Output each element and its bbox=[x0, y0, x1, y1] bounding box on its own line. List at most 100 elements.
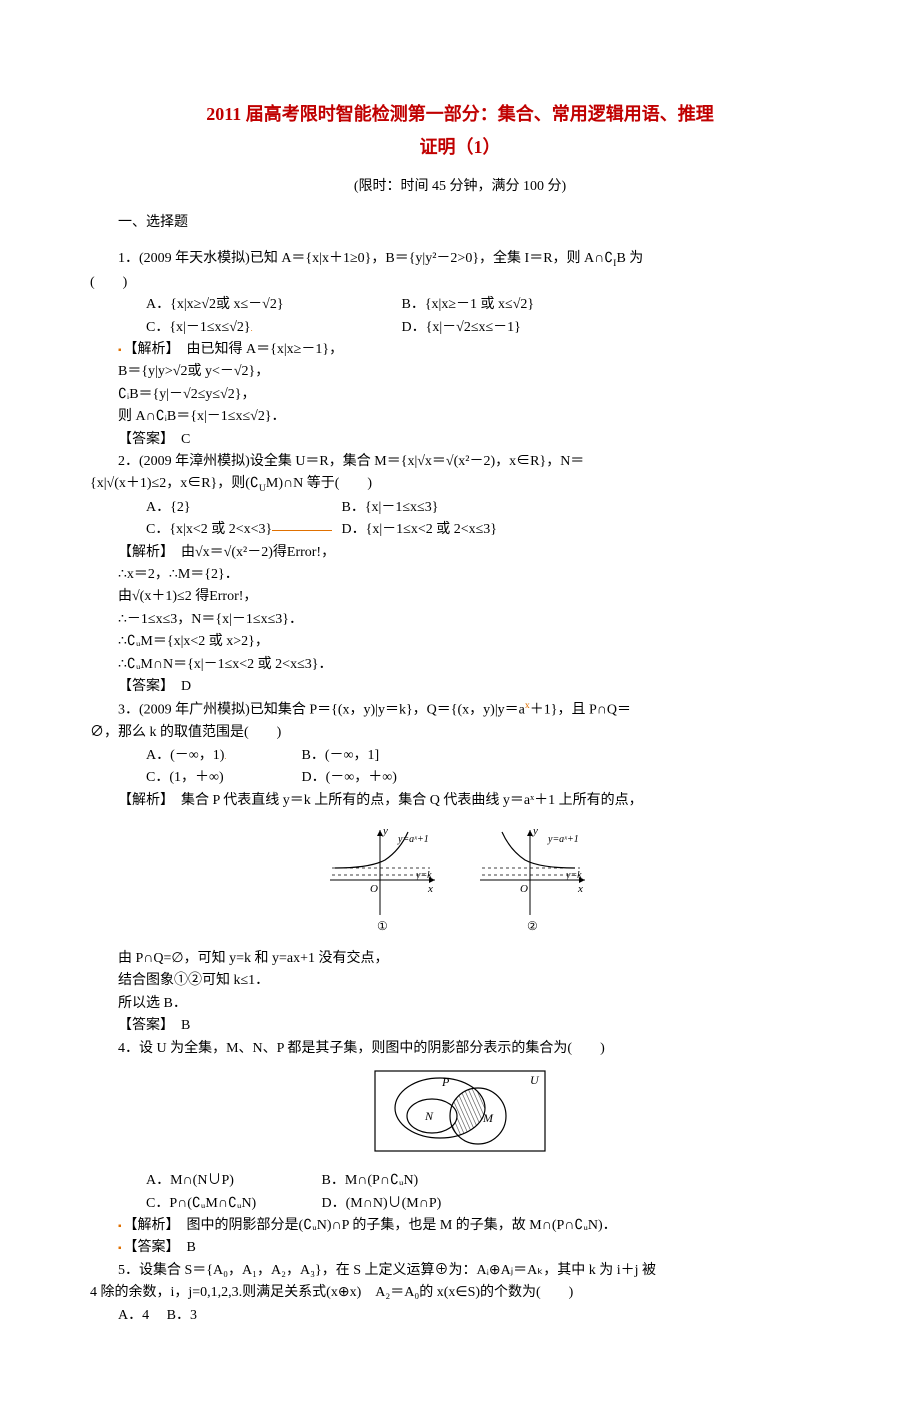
title-line-2: 证明（1） bbox=[90, 133, 830, 162]
section-1-heading: 一、选择题 bbox=[90, 212, 830, 234]
orange-dot-icon: ▪ bbox=[118, 1221, 122, 1232]
q3-opt-b: B．(－∞，1] bbox=[302, 748, 380, 763]
orange-dot-icon: . bbox=[224, 752, 226, 761]
q4-options-row2: C．P∩(∁ᵤM∩∁ᵤN) D．(M∩N)∪(M∩P) bbox=[90, 1193, 830, 1215]
q2-expl-text-1: 由√x＝√(x²－2)得Error!， bbox=[167, 545, 335, 560]
q3-graphs-svg: yxOy=aˣ+1y=k①yxOy=aˣ+1y=k② bbox=[305, 820, 615, 940]
q3-ans-text: B bbox=[167, 1018, 190, 1033]
q3-stem-line1: 3．(2009 年广州模拟)已知集合 P＝{(x，y)|y＝k}，Q＝{(x，y… bbox=[90, 698, 830, 722]
q2-ans-text: D bbox=[167, 679, 191, 694]
q4-opt-d: D．(M∩N)∪(M∩P) bbox=[322, 1196, 442, 1211]
q2-options-row1: A．{2} B．{x|－1≤x≤3} bbox=[90, 497, 830, 519]
q1-options-row1: A．{x|x≥√2或 x≤－√2} B．{x|x≥－1 或 x≤√2} bbox=[90, 294, 830, 316]
q2-explanation-5: ∴∁ᵤM＝{x|x<2 或 x>2}， bbox=[90, 631, 830, 653]
q1-opt-b: B．{x|x≥－1 或 x≤√2} bbox=[402, 297, 535, 312]
q1-paren: ( ) bbox=[90, 272, 830, 294]
q4-opt-b: B．M∩(P∩∁ᵤN) bbox=[322, 1173, 419, 1188]
orange-dot-icon: ▪ bbox=[118, 345, 122, 356]
q1-answer: 【答案】 C bbox=[90, 429, 830, 451]
svg-text:P: P bbox=[441, 1075, 450, 1089]
q1-explanation-4: 则 A∩∁ᵢB＝{x|－1≤x≤√2}． bbox=[90, 406, 830, 428]
q4-stem: 4．设 U 为全集，M、N、P 都是其子集，则图中的阴影部分表示的集合为( ) bbox=[90, 1038, 830, 1060]
q1-stem: 1．(2009 年天水模拟)已知 A＝{x|x＋1≥0}，B＝{y|y²－2>0… bbox=[90, 248, 830, 271]
q2-options-row2: C．{x|x<2 或 2<x<3} D．{x|－1≤x<2 或 2<x≤3} bbox=[90, 519, 830, 541]
q1-opt-a: A．{x|x≥√2或 x≤－√2} bbox=[118, 294, 398, 316]
q1-ans-label: 【答案】 bbox=[118, 432, 167, 447]
q3-answer: 【答案】 B bbox=[90, 1015, 830, 1037]
q2-explanation-4: ∴－1≤x≤3，N＝{x|－1≤x≤3}． bbox=[90, 609, 830, 631]
svg-text:M: M bbox=[482, 1111, 494, 1125]
q3-explanation-4: 所以选 B． bbox=[90, 993, 830, 1015]
q5-options-row: A．4 B．3 bbox=[90, 1305, 830, 1327]
q4-expl-label: 【解析】 bbox=[124, 1218, 173, 1233]
q3-figure: yxOy=aˣ+1y=k①yxOy=aˣ+1y=k② bbox=[90, 820, 830, 940]
q3-options-row2: C．(1，＋∞) D．(－∞，＋∞) bbox=[90, 767, 830, 789]
q3-options-row1: A．(－∞，1). B．(－∞，1] bbox=[90, 745, 830, 767]
svg-text:x: x bbox=[427, 883, 433, 895]
svg-text:y=aˣ+1: y=aˣ+1 bbox=[547, 834, 579, 845]
q4-opt-a: A．M∩(N∪P) bbox=[118, 1170, 318, 1192]
q1-opt-c: C．{x|－1≤x≤√2}. bbox=[118, 317, 398, 339]
q4-options-row1: A．M∩(N∪P) B．M∩(P∩∁ᵤN) bbox=[90, 1170, 830, 1192]
q2-stem-b: {x|√(x＋1)≤2，x∈R}，则(∁ bbox=[90, 476, 259, 491]
q3-opt-d: D．(－∞，＋∞) bbox=[302, 770, 397, 785]
q3-explanation-3: 结合图象①②可知 k≤1． bbox=[90, 970, 830, 992]
q3-opt-a: A．(－∞，1). bbox=[118, 745, 298, 767]
q1-explanation-3: ∁ᵢB＝{y|－√2≤y≤√2}， bbox=[90, 384, 830, 406]
svg-text:O: O bbox=[520, 883, 528, 895]
q1-stem-a: 1．(2009 年天水模拟)已知 A＝{x|x＋1≥0}，B＝{y|y²－2>0… bbox=[118, 251, 613, 266]
svg-text:N: N bbox=[424, 1109, 434, 1123]
q2-explanation-6: ∴∁ᵤM∩N＝{x|－1≤x<2 或 2<x≤3}． bbox=[90, 654, 830, 676]
q2-explanation-2: ∴x＝2，∴M＝{2}． bbox=[90, 564, 830, 586]
svg-text:y: y bbox=[382, 825, 388, 837]
q2-expl-label: 【解析】 bbox=[118, 545, 167, 560]
q2-explanation-1: 【解析】 由√x＝√(x²－2)得Error!， bbox=[90, 542, 830, 564]
svg-text:②: ② bbox=[527, 919, 538, 933]
svg-text:y=k: y=k bbox=[565, 870, 582, 881]
q3-ans-label: 【答案】 bbox=[118, 1018, 167, 1033]
svg-text:y=k: y=k bbox=[415, 870, 432, 881]
q2-stem-line2: {x|√(x＋1)≤2，x∈R}，则(∁UM)∩N 等于( ) bbox=[90, 473, 830, 496]
q1-stem-b: B 为 bbox=[616, 251, 643, 266]
q4-explanation-1: ▪【解析】 图中的阴影部分是(∁ᵤN)∩P 的子集，也是 M 的子集，故 M∩(… bbox=[90, 1215, 830, 1237]
q2-stem-b2: M)∩N 等于( ) bbox=[266, 476, 372, 491]
q1-expl-label: 【解析】 bbox=[124, 342, 173, 357]
q4-venn-svg: U P N M bbox=[370, 1066, 550, 1156]
q4-answer: ▪【答案】 B bbox=[90, 1237, 830, 1259]
meta-line: (限时：时间 45 分钟，满分 100 分) bbox=[90, 176, 830, 198]
q1-options-row2: C．{x|－1≤x≤√2}. D．{x|－√2≤x≤－1} bbox=[90, 317, 830, 339]
orange-dot-icon: ▪ bbox=[118, 1243, 122, 1254]
q1-explanation-2: B＝{y|y>√2或 y<－√2}， bbox=[90, 361, 830, 383]
svg-text:①: ① bbox=[377, 919, 388, 933]
q2-answer: 【答案】 D bbox=[90, 676, 830, 698]
q2-explanation-3: 由√(x＋1)≤2 得Error!， bbox=[90, 586, 830, 608]
q2-opt-b: B．{x|－1≤x≤3} bbox=[342, 500, 439, 515]
q2-ans-label: 【答案】 bbox=[118, 679, 167, 694]
svg-text:x: x bbox=[577, 883, 583, 895]
q2-opt-d: D．{x|－1≤x<2 或 2<x≤3} bbox=[342, 522, 498, 537]
q5-opt-a: A．4 bbox=[118, 1308, 149, 1323]
q2-stem-line1: 2．(2009 年漳州模拟)设全集 U＝R，集合 M＝{x|√x＝√(x²－2)… bbox=[90, 451, 830, 473]
q4-opt-c: C．P∩(∁ᵤM∩∁ᵤN) bbox=[118, 1193, 318, 1215]
q2-opt-a: A．{2} bbox=[118, 497, 338, 519]
svg-text:U: U bbox=[530, 1073, 540, 1087]
q3-expl-text-1: 集合 P 代表直线 y＝k 上所有的点，集合 Q 代表曲线 y＝aˣ＋1 上所有… bbox=[167, 793, 643, 808]
q1-ans-text: C bbox=[167, 432, 190, 447]
q5-opt-b: B．3 bbox=[167, 1308, 197, 1323]
q3-explanation-2: 由 P∩Q=∅，可知 y=k 和 y=ax+1 没有交点， bbox=[90, 948, 830, 970]
q4-ans-text: B bbox=[173, 1240, 196, 1255]
orange-underline-icon bbox=[272, 530, 332, 531]
q3-expl-label: 【解析】 bbox=[118, 793, 167, 808]
q3-opt-c: C．(1，＋∞) bbox=[118, 767, 298, 789]
svg-text:y: y bbox=[532, 825, 538, 837]
svg-text:O: O bbox=[370, 883, 378, 895]
title-line-1: 2011 届高考限时智能检测第一部分：集合、常用逻辑用语、推理 bbox=[90, 100, 830, 129]
q4-expl-text-1: 图中的阴影部分是(∁ᵤN)∩P 的子集，也是 M 的子集，故 M∩(P∩∁ᵤN)… bbox=[173, 1218, 617, 1233]
q3-stem-a: 3．(2009 年广州模拟)已知集合 P＝{(x，y)|y＝k}，Q＝{(x，y… bbox=[118, 703, 525, 718]
q5-stem-line2: 4 除的余数，i，j=0,1,2,3.则满足关系式(x⊕x) A₂＝A₀的 x(… bbox=[90, 1282, 830, 1304]
q4-figure: U P N M bbox=[90, 1066, 830, 1164]
orange-dot-icon: . bbox=[251, 324, 253, 333]
q5-stem-line1: 5．设集合 S＝{A₀，A₁，A₂，A₃}，在 S 上定义运算⊕为：Aᵢ⊕Aⱼ＝… bbox=[90, 1260, 830, 1282]
q2-opt-c: C．{x|x<2 或 2<x<3} bbox=[118, 519, 338, 541]
q1-opt-d: D．{x|－√2≤x≤－1} bbox=[402, 320, 521, 335]
